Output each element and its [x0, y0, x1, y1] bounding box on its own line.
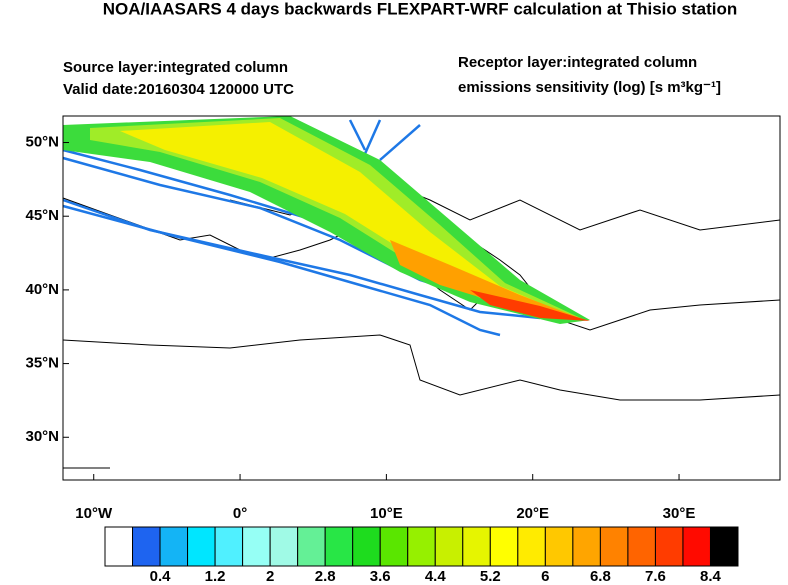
- colorbar-swatch: [709, 526, 739, 567]
- colorbar-swatch: [654, 526, 684, 567]
- colorbar-swatch: [517, 526, 546, 567]
- colorbar-swatch: [214, 526, 244, 567]
- valid-date: Valid date:20160304 120000 UTC: [63, 81, 294, 98]
- x-tick-label: 20°E: [516, 505, 549, 522]
- map-frame: [62, 115, 781, 481]
- map-area: [63, 116, 780, 480]
- colorbar-swatch: [407, 526, 436, 567]
- colorbar-label: 2: [266, 568, 274, 585]
- x-tick-label: 10°E: [370, 505, 403, 522]
- units: emissions sensitivity (log) [s m³kg⁻¹]: [458, 79, 721, 96]
- colorbar-swatch: [269, 526, 299, 567]
- colorbar-swatch: [434, 526, 464, 567]
- x-tick-label: 0°: [233, 505, 247, 522]
- map: [62, 115, 781, 481]
- colorbar-swatch: [352, 526, 381, 567]
- y-tick-label: 45°N: [25, 207, 59, 224]
- plume: [62, 116, 590, 337]
- colorbar-label: 8.4: [700, 568, 722, 585]
- colorbar-label: 0.4: [150, 568, 172, 585]
- y-tick-label: 50°N: [25, 133, 59, 150]
- y-tick-label: 40°N: [25, 281, 59, 298]
- colorbar-label: 4.4: [425, 568, 447, 585]
- colorbar-label: 2.8: [315, 568, 336, 585]
- colorbar-label: 7.6: [645, 568, 666, 585]
- colorbar-label: 6: [541, 568, 549, 585]
- colorbar-swatch: [104, 526, 134, 567]
- colorbar: 0.4 1.2 2 2.8 3.6 4.4 5.2 6 6.8 7.6 8.4: [104, 526, 739, 585]
- colorbar-swatch: [462, 526, 491, 567]
- axes: 10°W 0° 10°E 20°E 30°E 30°N 35°N 40°N 45°N 50°N: [25, 133, 695, 521]
- colorbar-swatch: [159, 526, 189, 567]
- x-tick-label: 30°E: [663, 505, 696, 522]
- colorbar-label: 5.2: [480, 568, 501, 585]
- title: NOA/IAASARS 4 days backwards FLEXPART-WR…: [103, 0, 737, 18]
- colorbar-label: 3.6: [370, 568, 391, 585]
- colorbar-swatch: [489, 526, 519, 567]
- colorbar-swatch: [324, 526, 354, 567]
- x-tick-label: 10°W: [75, 505, 113, 522]
- colorbar-swatch: [572, 526, 601, 567]
- colorbar-swatch: [187, 526, 216, 567]
- y-tick-label: 30°N: [25, 428, 59, 445]
- source-layer: Source layer:integrated column: [63, 59, 288, 76]
- colorbar-swatch: [379, 526, 409, 567]
- colorbar-label: 1.2: [205, 568, 226, 585]
- colorbar-label: 6.8: [590, 568, 611, 585]
- y-tick-label: 35°N: [25, 355, 59, 372]
- colorbar-swatch: [544, 526, 574, 567]
- colorbar-swatch: [132, 526, 161, 567]
- colorbar-swatch: [627, 526, 656, 567]
- receptor-layer: Receptor layer:integrated column: [458, 54, 697, 71]
- colorbar-swatch: [297, 526, 326, 567]
- colorbar-swatch: [599, 526, 629, 567]
- colorbar-swatch: [682, 526, 711, 567]
- colorbar-swatch: [242, 526, 271, 567]
